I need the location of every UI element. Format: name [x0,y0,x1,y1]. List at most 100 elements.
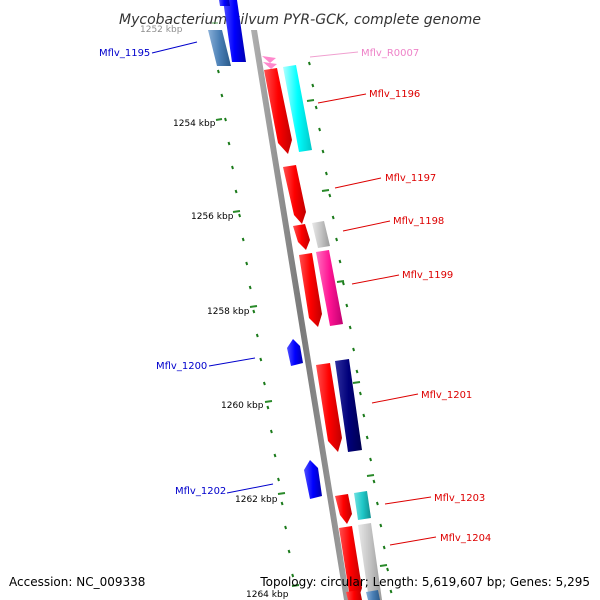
label-mflv-1203[interactable]: Mflv_1203 [434,493,485,504]
tick-label-1264: 1264 kbp [246,590,289,600]
leader-line [384,496,432,505]
guide-dot [227,141,231,146]
rna-mflv-r0007-arrow[interactable] [263,62,277,69]
guide-dot [331,215,335,220]
guide-dot [234,189,238,194]
leader-line [351,274,400,285]
label-mflv-1200[interactable]: Mflv_1200 [156,361,207,372]
map-title: Mycobacterium gilvum PYR-GCK, complete g… [119,12,481,28]
leader-line [334,177,382,189]
label-mflv-1201[interactable]: Mflv_1201 [421,390,472,401]
guide-dot [220,93,224,98]
guide-dot [255,333,259,338]
label-mflv-1195[interactable]: Mflv_1195 [99,48,150,59]
label-mflv-1196[interactable]: Mflv_1196 [369,89,420,100]
tick-mark [321,189,330,192]
leader-line [371,393,419,404]
guide-dot [386,567,390,572]
summary-text: Topology: circular; Length: 5,619,607 bp… [259,575,590,589]
guide-dot [277,477,280,482]
leader-line [226,483,274,494]
label-mflv-1202[interactable]: Mflv_1202 [175,486,226,497]
gene-mflv-1200-cds[interactable] [287,339,303,366]
guide-dot [321,149,325,154]
gene-mflv-1199-outer[interactable] [316,250,343,326]
gene-mflv-1195-cds[interactable] [223,0,246,62]
leader-line [151,41,198,54]
gene-fragment-top [219,0,230,6]
gene-mflv-1198-cds[interactable] [293,224,310,250]
label-mflv-1199[interactable]: Mflv_1199 [402,270,453,281]
ruler: 1252 kbp 1254 kbp 1256 kbp 1258 kbp 1260… [140,22,300,600]
dotted-guides [216,61,393,594]
guide-dot [369,457,373,462]
gene-mflv-1199-cds[interactable] [299,253,322,327]
guide-dot [389,589,393,594]
guide-dot [324,171,328,176]
leader-line [309,51,359,58]
guide-dot [352,347,356,352]
guide-dot [259,357,263,362]
guide-dot [345,303,349,308]
gene-mflv-1203-cds[interactable] [335,494,352,524]
guide-dot [280,501,284,506]
tick-mark [366,474,375,477]
guide-dot [238,213,242,218]
tick-label-1254: 1254 kbp [173,119,216,129]
guide-dot [348,325,352,330]
gene-labels: Mflv_1195 Mflv_R0007 Mflv_1196 Mflv_1197… [99,41,491,546]
tick-mark [264,400,273,403]
tick-label-1252: 1252 kbp [140,25,183,35]
guide-dot [307,61,311,66]
tick-mark [352,381,361,384]
guide-dot [287,549,291,554]
gene-fragment-bottom [366,590,380,600]
tick-mark [215,118,223,121]
gene-mflv-1198-outer[interactable] [312,221,330,248]
gene-mflv-1197-cds[interactable] [283,165,306,224]
tick-mark [306,99,315,102]
gene-mflv-1203-outer[interactable] [354,491,371,520]
label-mflv-1204[interactable]: Mflv_1204 [440,533,491,544]
guide-dot [355,369,359,374]
label-mflv-1198[interactable]: Mflv_1198 [393,216,444,227]
tick-mark [232,210,241,213]
guide-dot [284,525,288,530]
guide-dot [248,285,252,290]
guide-dot [328,193,332,198]
guide-dot [372,479,376,484]
gene-mflv-1204-outer[interactable] [358,523,382,600]
outer-ruler [306,99,388,567]
tick-label-1256: 1256 kbp [191,212,234,222]
guide-dot [266,405,270,410]
guide-dot [341,281,345,286]
guide-dot [273,453,277,458]
label-mflv-r0007[interactable]: Mflv_R0007 [361,48,419,59]
label-mflv-1197[interactable]: Mflv_1197 [385,173,436,184]
tick-label-1258: 1258 kbp [207,307,250,317]
guide-dot [252,309,256,314]
gene-fragment-bottom [346,590,362,600]
leader-line [389,536,437,546]
gene-mflv-1202-cds[interactable] [304,460,322,499]
rna-mflv-r0007-arrow[interactable] [262,56,276,63]
leader-line [317,93,367,104]
tick-mark [291,584,300,587]
gene-mflv-1196-outer[interactable] [283,65,312,152]
gene-mflv-1195-outer[interactable] [208,30,231,66]
tick-mark [379,564,388,567]
guide-dot [241,237,245,242]
guide-dot [311,83,315,88]
guide-dot [335,237,339,242]
leader-line [342,220,391,232]
gene-mflv-1201-cds[interactable] [316,363,342,452]
guide-dot [338,259,342,264]
gene-mflv-1201-outer[interactable] [335,359,362,452]
guide-dot [379,523,383,528]
guide-dot [245,261,249,266]
gene-mflv-1204-cds[interactable] [339,526,362,600]
guide-dot [216,69,220,74]
gene-mflv-1196-cds[interactable] [264,68,292,154]
tick-label-1260: 1260 kbp [221,401,264,411]
